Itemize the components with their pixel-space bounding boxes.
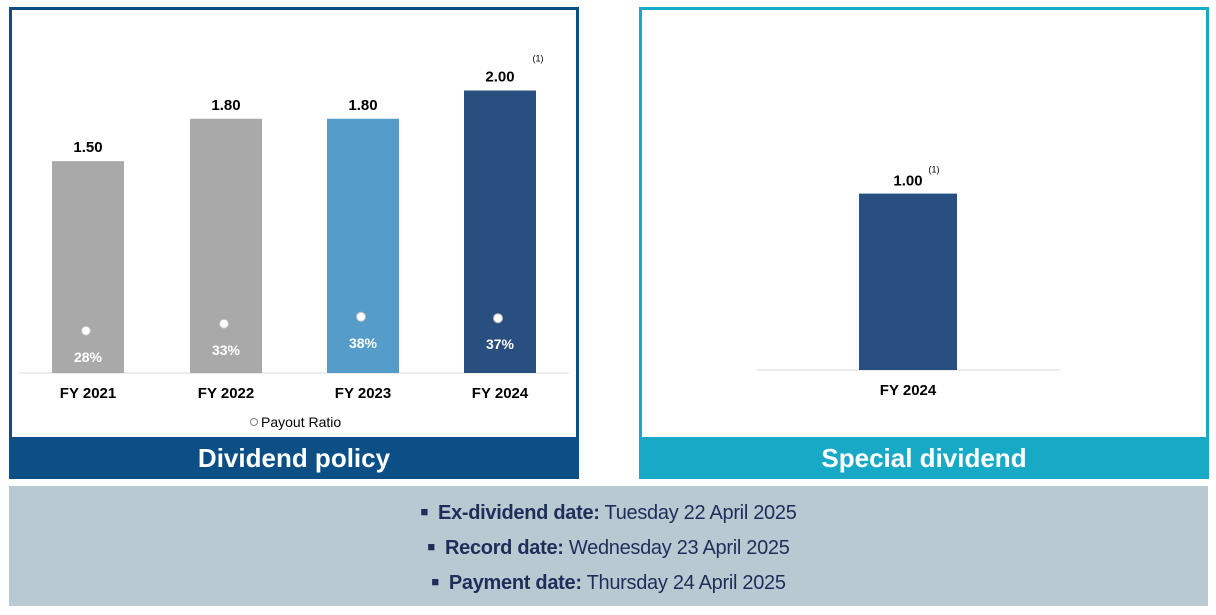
bar-value-label: 1.80: [211, 97, 240, 114]
x-tick-label: FY 2021: [60, 385, 116, 402]
x-tick-label: FY 2023: [335, 385, 391, 402]
payment-date-line: ■ Payment date: Thursday 24 April 2025: [9, 572, 1208, 595]
x-tick-label: FY 2024: [472, 385, 529, 402]
payout-ratio-legend-marker: [250, 418, 258, 426]
bullet-icon: ■: [431, 574, 439, 589]
ex-dividend-date-line: ■ Ex-dividend date: Tuesday 22 April 2025: [9, 502, 1208, 525]
record-date-value: Wednesday 23 April 2025: [568, 537, 790, 559]
dividend-dates-box: ■ Ex-dividend date: Tuesday 22 April 2025…: [9, 486, 1208, 606]
payment-date-value: Thursday 24 April 2025: [586, 572, 786, 594]
dividend-policy-panel: 1.50 FY 2021 28% 1.80 FY 2022 33% 1.80 FY 2023 3…: [9, 7, 579, 479]
bar-value-label: 1.80: [348, 97, 377, 114]
payout-ratio-label: 37%: [486, 336, 515, 352]
special-dividend-chart: 1.00 (1) FY 2024: [757, 165, 1060, 399]
dividend-policy-title: Dividend policy: [9, 437, 579, 479]
payout-ratio-point: [219, 318, 229, 329]
bar-fy-2024: [464, 90, 536, 373]
bullet-icon: ■: [420, 504, 429, 519]
payout-ratio-point: [493, 313, 503, 324]
footnote-marker: (1): [533, 54, 544, 64]
bar-fy-2024: [859, 193, 957, 370]
payout-ratio-label: 33%: [212, 342, 241, 358]
special-dividend-title: Special dividend: [639, 437, 1209, 479]
bar-fy-2023: [327, 118, 399, 373]
bullet-icon: ■: [427, 539, 435, 554]
payout-ratio-point: [356, 311, 366, 322]
special-dividend-panel: 1.00 (1) FY 2024 Special dividend: [639, 7, 1209, 479]
payout-ratio-legend-label: Payout Ratio: [261, 414, 341, 430]
footnote-marker: (1): [929, 165, 940, 175]
record-date-label: Record date:: [444, 537, 564, 559]
x-tick-label: FY 2024: [880, 382, 937, 399]
payout-ratio-label: 28%: [74, 349, 103, 365]
payment-date-label: Payment date:: [448, 572, 582, 594]
x-tick-label: FY 2022: [198, 385, 254, 402]
bar-value-label: 1.00: [893, 173, 922, 190]
dividend-policy-chart: 1.50 FY 2021 28% 1.80 FY 2022 33% 1.80 FY 2023 3…: [19, 54, 569, 430]
bar-value-label: 2.00: [485, 69, 514, 86]
payout-ratio-point: [81, 325, 91, 336]
record-date-line: ■ Record date: Wednesday 23 April 2025: [9, 537, 1208, 560]
ex-dividend-date-value: Tuesday 22 April 2025: [604, 502, 797, 524]
bar-fy-2022: [190, 118, 262, 373]
bar-fy-2021: [52, 161, 124, 373]
ex-dividend-date-label: Ex-dividend date:: [438, 502, 600, 524]
payout-ratio-label: 38%: [349, 335, 378, 351]
bar-value-label: 1.50: [73, 139, 102, 156]
